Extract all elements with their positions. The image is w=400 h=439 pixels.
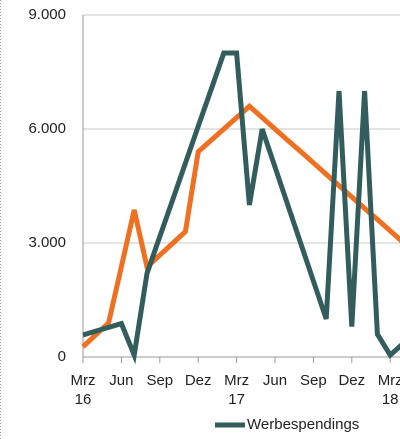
x-tick-label: Mrz 18 bbox=[378, 372, 400, 408]
series-line bbox=[82, 50, 400, 365]
y-tick-label: 0 bbox=[58, 348, 66, 365]
x-tick-label: Jun bbox=[109, 372, 133, 389]
x-tick-label: Sep bbox=[300, 372, 327, 389]
x-tick-label: Mrz 16 bbox=[71, 372, 96, 408]
y-tick-label: 3.000 bbox=[28, 234, 66, 251]
x-tick-label: Dez bbox=[338, 372, 365, 389]
x-tick-label: Dez bbox=[185, 372, 212, 389]
x-tick-label: Mrz 17 bbox=[224, 372, 249, 408]
y-tick-label: 9.000 bbox=[28, 6, 66, 23]
x-tick-label: Sep bbox=[146, 372, 173, 389]
legend-label: Werbespendings bbox=[247, 416, 359, 433]
y-tick-label: 6.000 bbox=[28, 120, 66, 137]
x-tick-label: Jun bbox=[263, 372, 287, 389]
